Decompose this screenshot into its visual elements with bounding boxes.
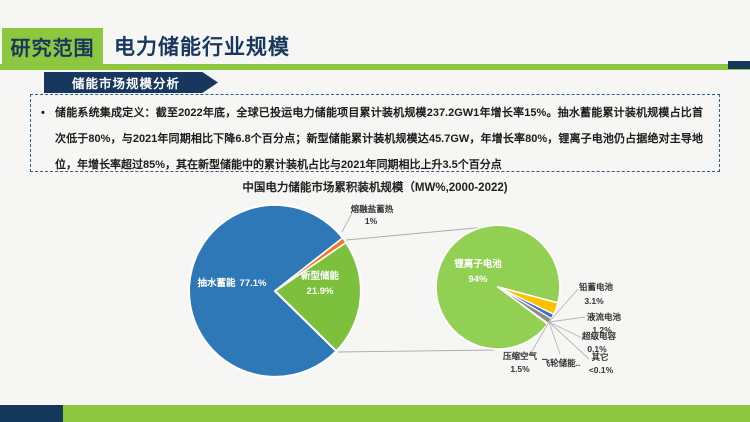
- leader-line-molten-salt: [341, 212, 353, 233]
- value-molten-salt: 1%: [365, 216, 378, 226]
- pie-slice-pumped-hydro: [188, 203, 344, 378]
- value-supercap: 0.1%: [587, 344, 607, 354]
- label-molten-salt: 熔融盐蓄热: [351, 204, 394, 214]
- leader-lines: [341, 212, 590, 360]
- label-other: 其它: [591, 352, 608, 362]
- bullet-icon: •: [41, 107, 45, 119]
- header-divider-endcap: [728, 61, 750, 69]
- header-badge: 研究范围: [2, 28, 103, 65]
- header-badge-label: 研究范围: [10, 38, 95, 60]
- page-title: 电力储能行业规模: [114, 36, 290, 59]
- leader-line-lead-battery: [548, 288, 579, 323]
- value-flow-battery: 1.2%: [592, 325, 612, 335]
- summary-paragraph: 储能系统集成定义：截至2022年底，全球已投运电力储能项目累计装机规模237.2…: [55, 100, 703, 178]
- leader-line-flow-battery: [548, 316, 586, 323]
- value-compressed-air: 1.5%: [510, 364, 530, 374]
- label-flywheel: 飞轮储能..: [542, 358, 581, 368]
- label-lithium: 锂离子电池: [454, 258, 502, 270]
- label-compressed-air: 压缩空气: [503, 351, 538, 361]
- label-flow-battery: 液流电池: [587, 312, 622, 322]
- value-new-storage: 21.9%: [307, 286, 334, 297]
- summary-box: • 储能系统集成定义：截至2022年底，全球已投运电力储能项目累计装机规模237…: [30, 94, 720, 172]
- connector-line-bottom: [337, 349, 496, 353]
- leader-line-other: [548, 321, 590, 360]
- label-supercap: 超级电容: [581, 331, 617, 341]
- secondary-pie: [435, 224, 561, 350]
- chart-title: 中国电力储能市场累积装机规模（MW%,2000-2022): [242, 182, 508, 194]
- leader-line-supercap: [548, 321, 583, 339]
- header-divider: [0, 64, 750, 70]
- connector-line-top: [345, 225, 498, 241]
- primary-pie: [188, 203, 362, 378]
- leader-line-flywheel: [548, 321, 561, 355]
- value-other: <0.1%: [589, 365, 614, 375]
- label-pumped-hydro: 抽水蓄能 77.1%: [198, 277, 268, 289]
- value-lead-battery: 3.1%: [584, 296, 604, 306]
- label-new-storage: 新型储能: [301, 270, 340, 282]
- value-lithium: 94%: [468, 274, 488, 285]
- section-banner: 储能市场规模分析: [44, 72, 218, 93]
- footer-bar-navy: [0, 405, 63, 422]
- summary-lead: 储能系统集成定义：: [55, 107, 156, 119]
- footer-bar-green: [63, 405, 750, 422]
- pie-slice-molten-salt: [274, 237, 347, 292]
- section-banner-label: 储能市场规模分析: [71, 77, 180, 91]
- pie-slice-new-storage: [274, 241, 362, 353]
- label-lead-battery: 铅蓄电池: [578, 282, 614, 292]
- summary-body: 截至2022年底，全球已投运电力储能项目累计装机规模237.2GW1年增长率15…: [55, 107, 704, 171]
- leader-line-compressed-air: [531, 321, 550, 352]
